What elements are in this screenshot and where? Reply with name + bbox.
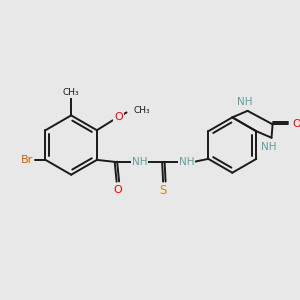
Text: Br: Br <box>21 155 33 165</box>
Text: NH: NH <box>237 97 252 107</box>
Text: O: O <box>114 112 123 122</box>
Text: NH: NH <box>261 142 276 152</box>
Text: O: O <box>113 184 122 194</box>
Text: S: S <box>159 184 167 197</box>
Text: CH₃: CH₃ <box>63 88 80 97</box>
Text: CH₃: CH₃ <box>134 106 150 115</box>
Text: O: O <box>292 119 300 129</box>
Text: NH: NH <box>132 157 147 167</box>
Text: NH: NH <box>179 157 195 167</box>
